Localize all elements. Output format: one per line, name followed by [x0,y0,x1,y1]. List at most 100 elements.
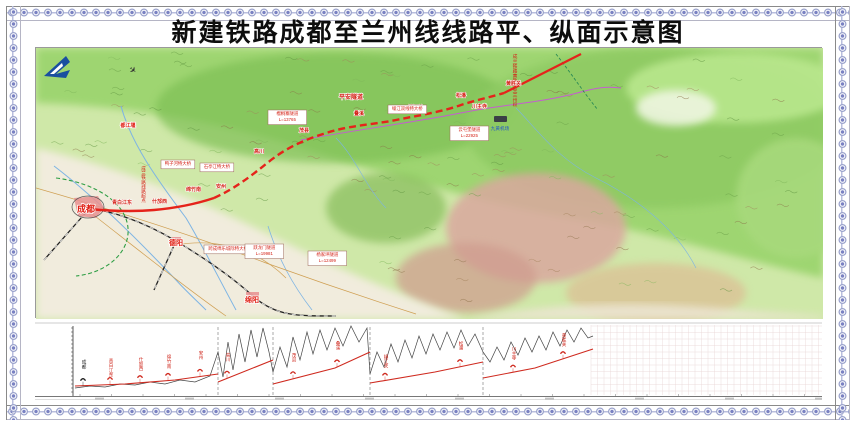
city-label: 绵阳 [245,295,259,304]
profile-station-hook [79,378,87,382]
airport-label: 九黄机场 [491,125,510,132]
ridge-stroke [775,180,788,184]
ridge-stroke [173,60,187,64]
profile-station-hook [456,359,464,363]
structure-label-line: 跃龙门隧道 [253,244,276,251]
ridge-stroke [313,138,326,143]
ridge-stroke [725,193,738,197]
profile-station-label: 松潘 [458,340,464,352]
station-label: 黄胜关 [506,80,521,87]
ridge-stroke [388,161,401,165]
ridge-stroke [583,225,596,229]
ridge-stroke [460,298,473,303]
ridge-stroke [388,236,402,240]
river-lines [53,105,697,311]
station-label: 川主寺 [471,103,487,110]
ridge-stroke [427,162,440,166]
profile-station-label: 安州 [198,350,204,361]
ridge-stroke [111,104,124,108]
ridge-stroke [258,173,271,177]
ridge-stroke [734,220,748,225]
profile-station-label: 青白江东 [108,358,114,378]
ridge-stroke [719,288,733,292]
ridge-stroke [456,277,469,282]
station-label: 松潘 [456,92,467,99]
ridge-stroke [392,269,405,273]
structure-label-box: 石亭江特大桥 [199,162,235,173]
ridge-stroke [418,191,431,195]
ridge-stroke [716,231,729,236]
profile-station-label: 黄胜关 [561,332,567,348]
ridge-stroke [646,228,659,232]
city-label: 都江堰 [119,122,135,129]
ridge-stroke [563,213,576,217]
structure-label-line: 云屯堡隧道 [458,126,481,133]
ridge-stroke [676,96,690,100]
profile-station-label: 茂县 [291,352,297,364]
structure-label-line: 鸭子河特大桥 [165,160,192,167]
ridge-stroke [197,183,211,187]
station-label: 绵竹南 [186,186,201,193]
ridge-stroke [382,178,396,182]
ridge-stroke [528,258,541,262]
ridge-stroke [771,132,785,136]
structure-label-line: L=13765 [279,117,297,122]
ridge-stroke [468,193,482,197]
ridge-stroke [504,151,517,155]
ridge-stroke [392,189,405,193]
ridge-stroke [249,141,262,145]
ridge-stroke [255,139,269,143]
ridge-stroke [64,90,77,94]
ridge-stroke [380,70,393,74]
ridge-stroke [750,266,763,270]
ridge-stroke [616,247,629,251]
ridge-stroke [655,154,669,158]
ridge-stroke [618,282,632,286]
ridge-stroke [644,280,657,284]
to-lanzhou-note: 成兰铁路黄胜关至兰州段 [512,53,517,108]
ridge-stroke [379,261,392,265]
ridge-stroke [170,51,184,55]
profile-chart: 成都 青白江东 什邡西 绵竹南 安州 高川 茂县 叠溪 镇江关 松潘 川主寺 黄胜关 [35,322,822,401]
ridge-stroke [729,77,743,81]
ridge-stroke [82,154,95,158]
ridge-stroke [351,178,364,183]
ridge-stroke [520,73,533,77]
ridge-stroke [424,227,437,231]
ridge-stroke [133,112,146,116]
profile-station-label: 川主寺 [511,346,517,360]
profile-station-label: 镇江关 [383,354,389,370]
border-ornament-bottom [6,405,850,420]
existing-railway-lines [43,207,337,317]
ridge-stroke [85,143,98,147]
ridge-stroke [139,149,153,153]
ridge-stroke [547,268,561,272]
ridge-stroke [548,176,562,180]
ridge-stroke [94,140,107,144]
county-boundary-line [555,53,599,111]
route-origin-note: 成兰铁路线路起点 [141,165,147,204]
station-label: 什邡西 [152,198,167,205]
station-label: 叠溪 [354,110,365,117]
ridge-stroke [692,58,706,62]
ridge-stroke [785,190,798,194]
structure-label-line: 跨成绵乐城际特大桥 [208,245,248,252]
ridge-stroke [409,155,422,159]
ridge-stroke [446,183,459,187]
ridge-stroke [289,91,303,95]
ridge-stroke [352,78,365,82]
structure-label-line: 杨家坪隧道 [316,251,339,258]
expressway-line [55,177,129,277]
structure-label-box: 鸭子河特大桥 [160,159,196,170]
ridge-stroke [209,149,222,153]
ridge-stroke [453,121,467,125]
profile-station-hook [559,351,567,355]
ridge-stroke [501,150,514,154]
border-ornament-right [835,6,850,420]
highway-line [300,86,622,141]
profile-station-hook [333,359,341,363]
